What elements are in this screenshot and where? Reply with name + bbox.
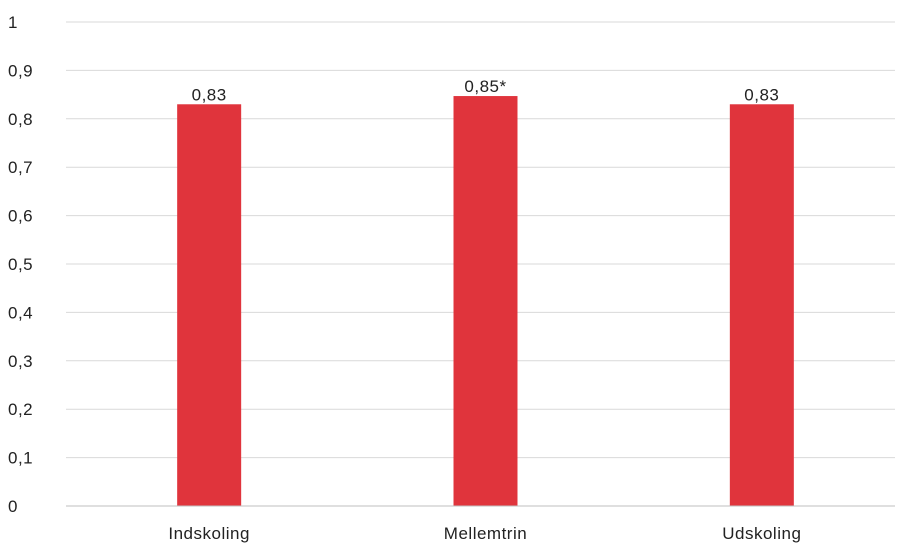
y-tick-label: 0,3 (8, 352, 33, 371)
y-tick-label: 0 (8, 497, 18, 516)
x-axis-categories: Indskoling Mellemtrin Udskoling (168, 524, 801, 543)
y-tick-label: 0,2 (8, 400, 33, 419)
y-axis-ticks: 0 0,1 0,2 0,3 0,4 0,5 0,6 0,7 0,8 0,9 1 (8, 13, 33, 516)
data-labels: 0,83 0,85* 0,83 (192, 77, 779, 104)
x-category-label: Indskoling (168, 524, 250, 543)
y-tick-label: 0,9 (8, 61, 33, 80)
bar-mellemtrin (453, 96, 518, 506)
bars (177, 96, 794, 506)
data-label: 0,83 (192, 85, 227, 104)
x-category-label: Udskoling (722, 524, 801, 543)
y-tick-label: 0,8 (8, 110, 33, 129)
y-tick-label: 0,5 (8, 255, 33, 274)
x-category-label: Mellemtrin (444, 524, 527, 543)
data-label: 0,83 (744, 85, 779, 104)
y-tick-label: 0,1 (8, 449, 33, 468)
bar-udskoling (729, 104, 794, 506)
bar-indskoling (177, 104, 242, 506)
y-tick-label: 0,6 (8, 207, 33, 226)
y-tick-label: 0,7 (8, 158, 33, 177)
y-tick-label: 0,4 (8, 303, 33, 322)
y-tick-label: 1 (8, 13, 18, 32)
data-label: 0,85* (464, 77, 506, 96)
